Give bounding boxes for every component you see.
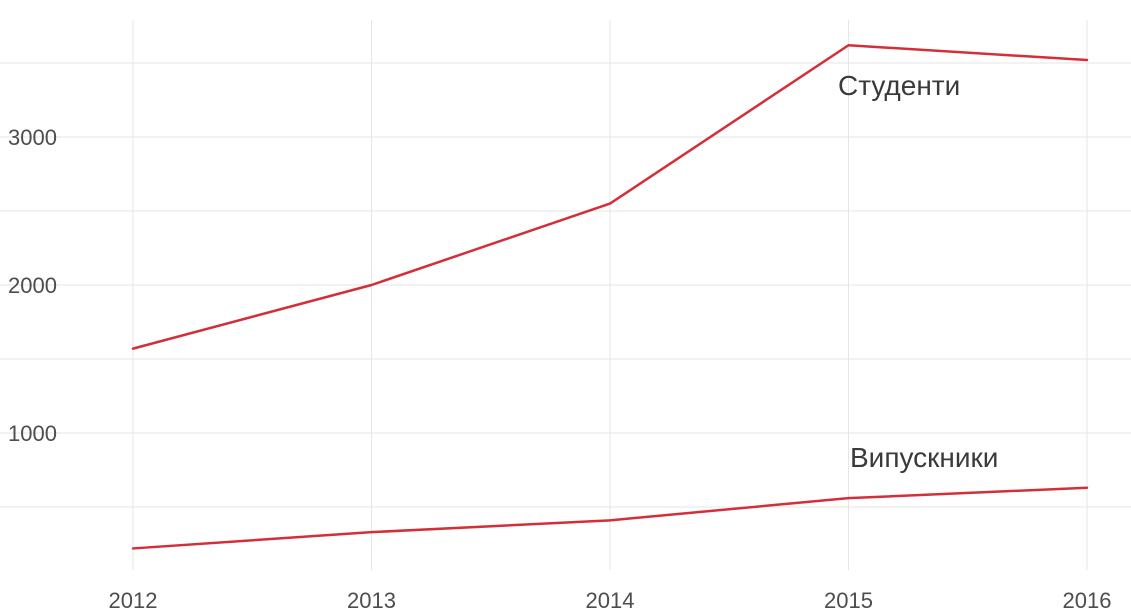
x-tick-label: 2016 bbox=[1063, 588, 1112, 611]
series-line bbox=[131, 43, 1089, 350]
x-tick-label: 2012 bbox=[109, 588, 158, 611]
series-label: Студенти bbox=[838, 70, 960, 101]
x-axis-tick-labels: 2012 2013 2014 2015 2016 bbox=[109, 588, 1112, 611]
series-labels: Студенти Випускники bbox=[838, 70, 998, 473]
horizontal-gridlines bbox=[0, 62, 1131, 508]
x-tick-label: 2014 bbox=[586, 588, 635, 611]
series-lines bbox=[131, 43, 1089, 550]
y-tick-label: 3000 bbox=[8, 125, 57, 150]
y-tick-label: 1000 bbox=[8, 421, 57, 446]
vertical-gridlines bbox=[132, 20, 1088, 570]
y-tick-label: 2000 bbox=[8, 273, 57, 298]
x-tick-label: 2013 bbox=[347, 588, 396, 611]
series-line bbox=[131, 486, 1089, 550]
series-label: Випускники bbox=[850, 442, 998, 473]
x-tick-label: 2015 bbox=[824, 588, 873, 611]
y-axis-tick-labels: 1000 2000 3000 bbox=[8, 125, 57, 446]
